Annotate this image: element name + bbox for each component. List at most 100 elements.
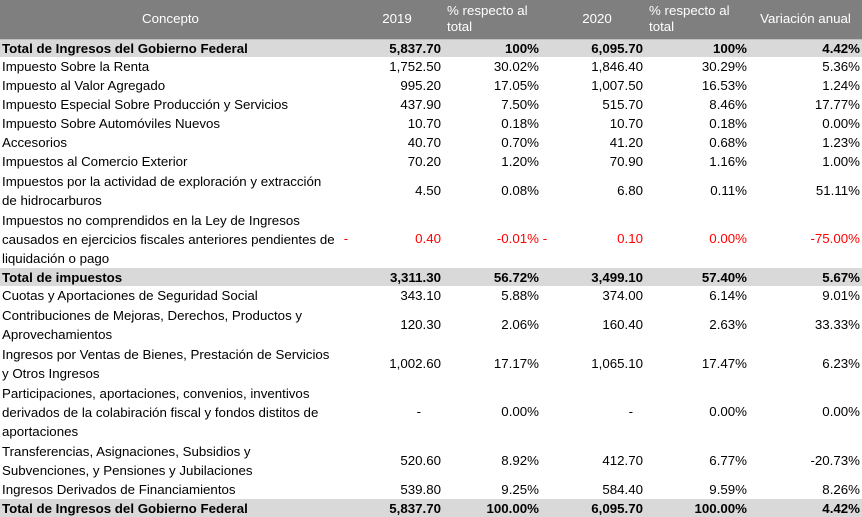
row-value-2020: 0.10	[617, 231, 643, 246]
row-variacion: 6.23%	[822, 355, 860, 371]
row-pct-2020: 0.00%	[709, 231, 747, 246]
row-value-2019: 5,837.70	[351, 499, 443, 517]
row-variacion: -20.73%	[810, 452, 860, 468]
row-value-2020: 41.20	[609, 134, 643, 150]
row-pct-2019: 8.92%	[501, 452, 539, 468]
negative-marker-2019: -	[343, 231, 349, 246]
row-value-2020: 374.00	[602, 287, 643, 303]
row-pct-2020: 1.16%	[709, 153, 747, 169]
row-value-2019: 70.20	[407, 153, 441, 169]
total-ingresos-row: Total de Ingresos del Gobierno Federal 5…	[0, 38, 862, 57]
row-variacion: 1.24%	[822, 77, 860, 93]
row-pct-2019: 1.20%	[501, 153, 539, 169]
row-value-2019: 10.70	[407, 115, 441, 131]
row-value-2020: -	[628, 404, 633, 419]
row-value-2020: 584.40	[602, 481, 643, 497]
row-concepto: Accesorios	[2, 135, 68, 150]
row-value-2020: 160.40	[602, 316, 643, 332]
row-value-2019: 120.30	[400, 316, 441, 332]
row-concepto: Impuesto Especial Sobre Producción y Ser…	[2, 97, 289, 112]
row-pct-2019: 5.88%	[501, 287, 539, 303]
row-pct-2019: 0.08%	[501, 182, 539, 198]
row-variacion: 1.23%	[822, 134, 860, 150]
table-row: Impuesto Especial Sobre Producción y Ser…	[0, 95, 862, 114]
header-variacion: Variación anual	[749, 0, 862, 39]
row-pct-2020: 16.53%	[701, 77, 747, 93]
row-variacion: 51.11%	[815, 182, 860, 198]
table-row: Ingresos Derivados de Financiamientos 53…	[0, 480, 862, 499]
row-variacion: 5.67%	[749, 268, 862, 286]
row-value-2019: 4.50	[415, 182, 441, 198]
row-variacion: 5.36%	[822, 58, 860, 74]
row-concepto: Impuestos no comprendidos en la Ley de I…	[2, 212, 335, 266]
row-concepto: Impuestos por la actividad de exploració…	[2, 173, 322, 208]
row-variacion: -75.00%	[810, 231, 860, 246]
row-pct-2020: 6.14%	[709, 287, 747, 303]
row-variacion: 33.33%	[814, 316, 860, 332]
row-pct-2019: 17.05%	[493, 77, 539, 93]
row-value-2020: 1,846.40	[591, 58, 643, 74]
row-concepto: Total de Ingresos del Gobierno Federal	[0, 499, 341, 517]
row-variacion: 0.00%	[822, 404, 860, 419]
row-pct-2020: 0.00%	[709, 404, 747, 419]
row-variacion: 8.26%	[822, 481, 860, 497]
row-pct-2020: 30.29%	[701, 58, 747, 74]
negative-marker-2020: -	[542, 231, 548, 246]
row-pct-2020: 0.18%	[709, 115, 747, 131]
row-concepto: Contribuciones de Mejoras, Derechos, Pro…	[2, 307, 303, 342]
row-pct-2019: 30.02%	[493, 58, 539, 74]
table-row: Impuesto Sobre la Renta 1,752.50 30.02% …	[0, 57, 862, 76]
row-value-2020: 6.80	[617, 182, 643, 198]
table-row: Transferencias, Asignaciones, Subsidios …	[0, 441, 862, 480]
row-value-2019: 343.10	[400, 287, 441, 303]
row-pct-2019: 100%	[443, 38, 541, 57]
row-concepto: Impuesto al Valor Agregado	[2, 78, 166, 93]
row-value-2019: 437.90	[400, 96, 441, 112]
row-pct-2020: 8.46%	[709, 96, 747, 112]
header-row: Concepto 2019 % respecto al total 2020 %…	[0, 0, 862, 39]
row-pct-2020: 100.00%	[645, 499, 749, 517]
row-pct-2020: 2.63%	[709, 316, 747, 332]
row-concepto: Participaciones, aportaciones, convenios…	[2, 385, 319, 439]
row-value-2019: 520.60	[400, 452, 441, 468]
row-pct-2020: 0.68%	[709, 134, 747, 150]
row-value-2020: 515.70	[602, 96, 643, 112]
table-row: Impuestos al Comercio Exterior 70.20 1.2…	[0, 152, 862, 171]
header-pct-2020: % respecto al total	[645, 0, 749, 39]
row-pct-2020: 100%	[645, 38, 749, 57]
row-pct-2019: -0.01%	[496, 231, 539, 246]
header-2019: 2019	[351, 0, 443, 39]
header-pct-2019: % respecto al total	[443, 0, 541, 39]
row-pct-2019: 56.72%	[443, 268, 541, 286]
row-concepto: Transferencias, Asignaciones, Subsidios …	[2, 443, 253, 478]
row-value-2019: 1,752.50	[389, 58, 441, 74]
row-concepto: Total de Ingresos del Gobierno Federal	[0, 38, 341, 57]
row-value-2020: 3,499.10	[549, 268, 645, 286]
header-concepto: Concepto	[0, 0, 341, 39]
row-value-2020: 10.70	[609, 115, 643, 131]
row-variacion: 0.00%	[822, 115, 860, 131]
row-pct-2020: 17.47%	[701, 355, 747, 371]
table-row: Contribuciones de Mejoras, Derechos, Pro…	[0, 305, 862, 344]
row-value-2019: 539.80	[400, 481, 441, 497]
row-variacion: 17.77%	[814, 96, 860, 112]
table-row: Participaciones, aportaciones, convenios…	[0, 383, 862, 441]
row-concepto: Impuesto Sobre la Renta	[2, 59, 150, 74]
row-variacion: 1.00%	[822, 153, 860, 169]
row-pct-2019: 17.17%	[493, 355, 539, 371]
row-pct-2019: 9.25%	[501, 481, 539, 497]
row-value-2020: 412.70	[602, 452, 643, 468]
row-pct-2020: 0.11%	[710, 182, 747, 198]
row-value-2019: 995.20	[400, 77, 441, 93]
row-concepto: Ingresos Derivados de Financiamientos	[2, 482, 236, 497]
row-value-2020: 70.90	[609, 153, 643, 169]
row-variacion: 4.42%	[749, 38, 862, 57]
row-pct-2020: 6.77%	[709, 452, 747, 468]
row-variacion: 9.01%	[822, 287, 860, 303]
row-concepto: Impuesto Sobre Automóviles Nuevos	[2, 116, 221, 131]
row-pct-2020: 57.40%	[645, 268, 749, 286]
row-pct-2019: 2.06%	[501, 316, 539, 332]
row-concepto: Ingresos por Ventas de Bienes, Prestació…	[2, 346, 330, 381]
row-value-2019: 3,311.30	[351, 268, 443, 286]
